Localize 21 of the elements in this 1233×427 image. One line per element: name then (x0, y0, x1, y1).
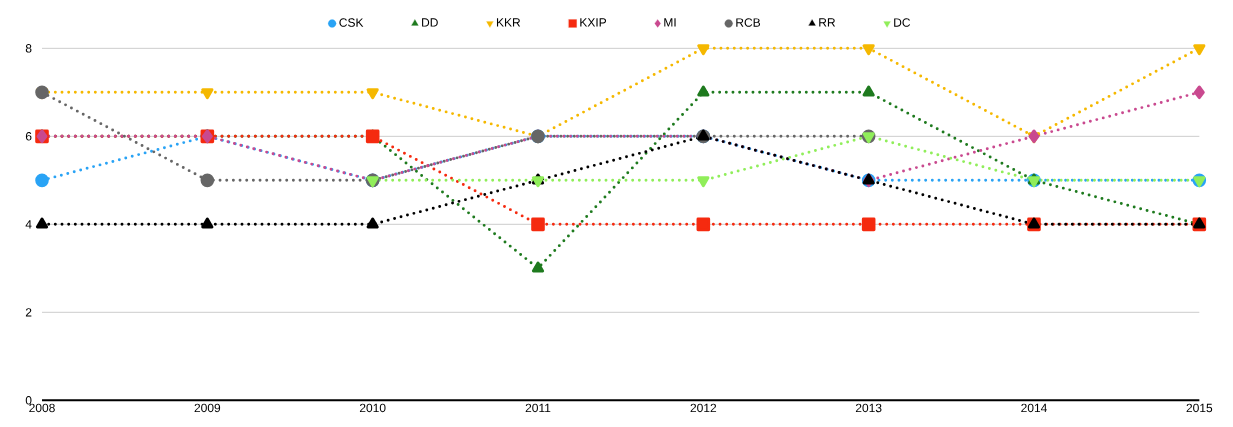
y-tick-label: 0 (25, 396, 32, 405)
legend-label: KXIP (580, 18, 607, 27)
y-tick-label: 2 (25, 308, 32, 317)
x-tick-label: 2009 (194, 403, 221, 413)
y-tick-label: 8 (25, 44, 32, 53)
x-tick-label: 2012 (690, 403, 717, 413)
legend-label: RCB (736, 18, 761, 27)
x-tick-label: 2010 (359, 403, 386, 413)
legend-label: CSK (339, 18, 364, 27)
x-tick-label: 2015 (1186, 403, 1213, 413)
x-tick-label: 2011 (525, 403, 551, 413)
x-tick-label: 2014 (1021, 403, 1047, 413)
legend-label: RR (819, 18, 836, 27)
y-tick-label: 6 (25, 132, 32, 141)
y-tick-label: 4 (25, 220, 32, 229)
legend-label: DC (894, 18, 911, 27)
legend-label: DD (422, 18, 438, 27)
x-tick-label: 2008 (29, 403, 55, 413)
legend-label: KKR (496, 18, 521, 27)
x-tick-label: 2013 (855, 403, 882, 413)
legend-label: MI (664, 18, 676, 27)
